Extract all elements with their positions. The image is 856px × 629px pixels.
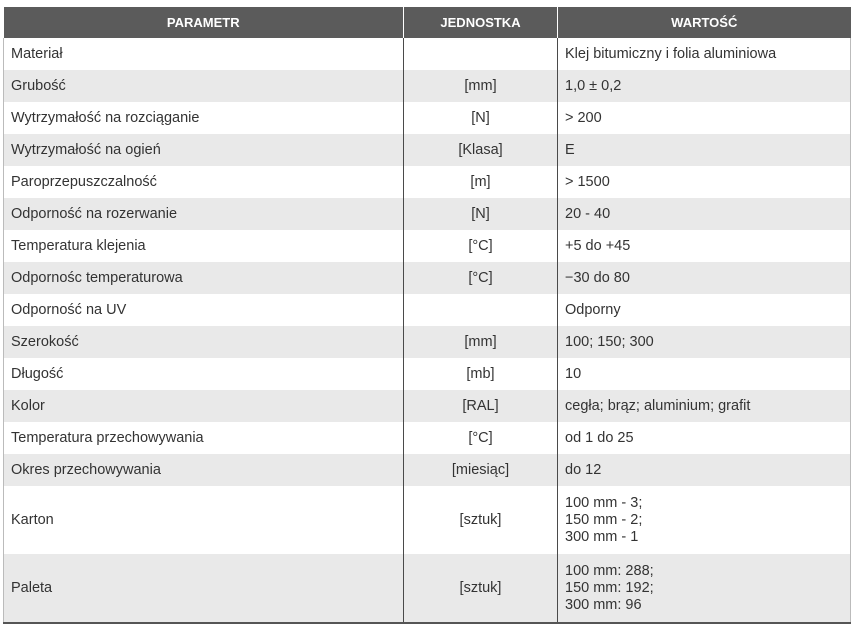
value-line: Klej bitumiczny i folia aluminiowa [565,45,777,62]
value-line: 150 mm - 2; [565,511,643,528]
parameter-cell: Grubość [3,70,404,102]
value-line: 100; 150; 300 [565,333,654,350]
header-cell: JEDNOSTKA [403,7,558,38]
header-cell: WARTOŚĆ [557,7,851,38]
table-row: Odporność na rozerwanie [N] 20 - 40 [3,198,851,230]
parameter-cell: Temperatura przechowywania [3,422,404,454]
table-row: Karton [sztuk] 100 mm - 3; 150 mm - 2; 300 m… [3,486,851,554]
unit-cell: [°C] [403,262,558,294]
unit-cell [403,294,558,326]
header-row: PARAMETR JEDNOSTKA WARTOŚĆ [3,7,851,38]
parameter-cell: Karton [3,486,404,554]
value-cell: 100 mm - 3; 150 mm - 2; 300 mm - 1 [557,486,851,554]
table-row: Szerokość [mm] 100; 150; 300 [3,326,851,358]
parameter-cell: Paleta [3,554,404,624]
unit-cell: [m] [403,166,558,198]
value-line: 100 mm - 3; [565,494,643,511]
parameter-cell: Materiał [3,38,404,70]
value-line: 1,0 ± 0,2 [565,77,622,94]
unit-cell: [miesiąc] [403,454,558,486]
parameter-cell: Temperatura klejenia [3,230,404,262]
table-header: PARAMETR JEDNOSTKA WARTOŚĆ [3,7,851,38]
unit-cell: [RAL] [403,390,558,422]
value-cell: 20 - 40 [557,198,851,230]
unit-cell: [mb] [403,358,558,390]
value-line: 300 mm - 1 [565,528,639,545]
parameter-cell: Odporność na rozerwanie [3,198,404,230]
value-cell: 100; 150; 300 [557,326,851,358]
spec-table: PARAMETR JEDNOSTKA WARTOŚĆ Materiał Klej … [3,7,851,624]
parameter-cell: Długość [3,358,404,390]
unit-cell: [mm] [403,326,558,358]
table-row: Odporność na UV Odporny [3,294,851,326]
value-line: od 1 do 25 [565,429,634,446]
header-cell: PARAMETR [3,7,404,38]
unit-cell: [°C] [403,230,558,262]
unit-cell: [°C] [403,422,558,454]
value-cell: 10 [557,358,851,390]
value-line: do 12 [565,461,602,478]
value-cell: +5 do +45 [557,230,851,262]
table-row: Długość [mb] 10 [3,358,851,390]
parameter-cell: Okres przechowywania [3,454,404,486]
table-body: Materiał Klej bitumiczny i folia aluminio… [3,38,851,624]
value-cell: > 200 [557,102,851,134]
value-line: cegła; brąz; aluminium; grafit [565,397,751,414]
value-cell: do 12 [557,454,851,486]
parameter-cell: Szerokość [3,326,404,358]
value-cell: E [557,134,851,166]
table-row: Temperatura klejenia [°C] +5 do +45 [3,230,851,262]
value-cell: > 1500 [557,166,851,198]
unit-cell: [mm] [403,70,558,102]
value-cell: Klej bitumiczny i folia aluminiowa [557,38,851,70]
unit-cell: [Klasa] [403,134,558,166]
parameter-cell: Wytrzymałość na rozciąganie [3,102,404,134]
table-row: Temperatura przechowywania [°C] od 1 do 25 [3,422,851,454]
value-line: 20 - 40 [565,205,611,222]
value-cell: cegła; brąz; aluminium; grafit [557,390,851,422]
unit-cell: [N] [403,102,558,134]
value-line: > 1500 [565,173,610,190]
value-line: 100 mm: 288; [565,562,654,579]
value-cell: Odporny [557,294,851,326]
value-line: E [565,141,575,158]
value-line: 300 mm: 96 [565,596,642,613]
unit-cell [403,38,558,70]
table-row: Wytrzymałość na ogień [Klasa] E [3,134,851,166]
parameter-cell: Odpornośc temperaturowa [3,262,404,294]
value-line: +5 do +45 [565,237,631,254]
table-row: Paleta [sztuk] 100 mm: 288; 150 mm: 192; 300… [3,554,851,624]
value-cell: 100 mm: 288; 150 mm: 192; 300 mm: 96 [557,554,851,624]
table-row: Grubość [mm] 1,0 ± 0,2 [3,70,851,102]
table-row: Materiał Klej bitumiczny i folia aluminio… [3,38,851,70]
unit-cell: [N] [403,198,558,230]
value-cell: 1,0 ± 0,2 [557,70,851,102]
parameter-cell: Wytrzymałość na ogień [3,134,404,166]
value-line: > 200 [565,109,602,126]
value-line: 10 [565,365,582,382]
parameter-cell: Paroprzepuszczalność [3,166,404,198]
unit-cell: [sztuk] [403,486,558,554]
unit-cell: [sztuk] [403,554,558,624]
value-cell: −30 do 80 [557,262,851,294]
table-row: Okres przechowywania [miesiąc] do 12 [3,454,851,486]
parameter-cell: Kolor [3,390,404,422]
value-line: −30 do 80 [565,269,630,286]
value-cell: od 1 do 25 [557,422,851,454]
table-row: Odpornośc temperaturowa [°C] −30 do 80 [3,262,851,294]
table-row: Wytrzymałość na rozciąganie [N] > 200 [3,102,851,134]
value-line: 150 mm: 192; [565,579,654,596]
parameter-cell: Odporność na UV [3,294,404,326]
table-row: Kolor [RAL] cegła; brąz; aluminium; grafit [3,390,851,422]
value-line: Odporny [565,301,621,318]
spec-table-wrapper: PARAMETR JEDNOSTKA WARTOŚĆ Materiał Klej … [3,7,851,624]
table-row: Paroprzepuszczalność [m] > 1500 [3,166,851,198]
